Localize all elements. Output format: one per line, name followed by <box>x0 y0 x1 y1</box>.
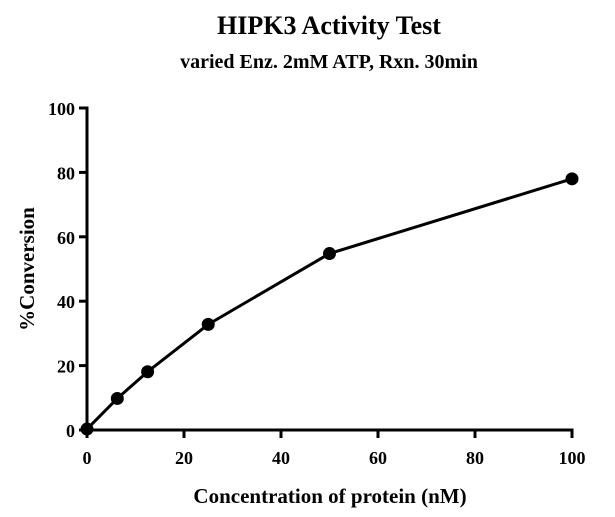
data-point <box>565 172 579 186</box>
chart-subtitle: varied Enz. 2mM ATP, Rxn. 30min <box>180 51 478 73</box>
data-point <box>323 247 336 261</box>
axes: 0 20 40 60 80 100 0 20 40 60 80 100 <box>48 99 586 468</box>
x-tick-label: 0 <box>83 448 92 468</box>
y-ticks: 0 20 40 60 80 100 <box>48 99 87 441</box>
data-point <box>201 317 215 331</box>
series-line <box>85 177 573 431</box>
x-tick-label: 60 <box>369 448 387 468</box>
x-axis-label: Concentration of protein (nM) <box>193 484 466 508</box>
x-tick-label: 100 <box>559 448 586 468</box>
y-tick-label: 40 <box>57 292 75 312</box>
x-tick-label: 20 <box>175 448 193 468</box>
y-tick-label: 60 <box>57 228 75 248</box>
y-axis-label: %Conversion <box>15 207 39 331</box>
chart-title: HIPK3 Activity Test <box>217 11 441 40</box>
data-point <box>141 365 155 379</box>
x-tick-label: 40 <box>272 448 290 468</box>
data-point <box>80 422 94 436</box>
y-tick-label: 0 <box>66 421 75 441</box>
x-ticks: 0 20 40 60 80 100 <box>83 430 586 468</box>
y-tick-label: 20 <box>57 357 75 377</box>
data-point <box>110 391 124 405</box>
y-tick-label: 100 <box>48 99 75 119</box>
series-group <box>80 172 579 436</box>
x-tick-label: 80 <box>466 448 484 468</box>
y-tick-label: 80 <box>57 163 75 183</box>
